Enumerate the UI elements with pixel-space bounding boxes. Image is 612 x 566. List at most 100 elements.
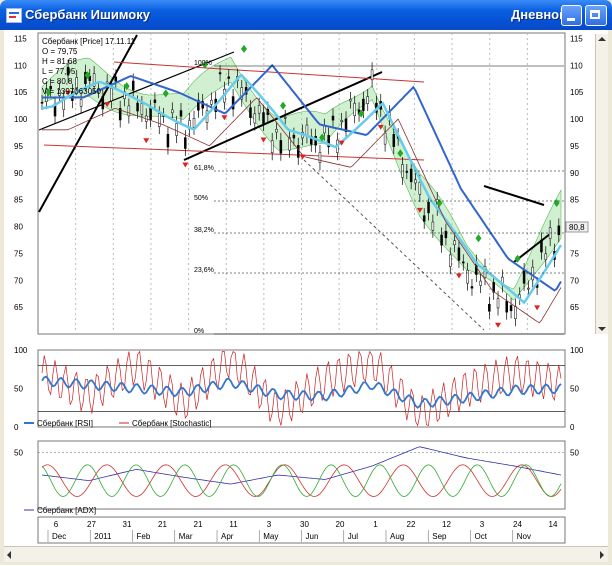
rsi-y-tick-right: 0 <box>570 423 575 432</box>
y-tick-right: 100 <box>570 115 584 124</box>
candle-body <box>344 118 348 132</box>
candle-body <box>279 140 283 154</box>
candle-body <box>544 253 548 260</box>
scroll-right-icon[interactable] <box>600 551 604 559</box>
sell-marker <box>221 115 228 121</box>
period-label[interactable]: Дневной <box>511 7 568 22</box>
candle-body <box>514 306 517 319</box>
stochastic-legend-label: Сбербанк [Stochastic] <box>132 419 212 428</box>
date-day-label: 14 <box>549 520 558 529</box>
candle-body <box>210 99 213 105</box>
buy-marker <box>280 101 287 110</box>
candle-body <box>370 69 374 81</box>
candle-body <box>110 88 113 102</box>
candle-body <box>262 112 265 124</box>
fib-level-label: 38,2% <box>194 227 214 234</box>
candle-body <box>479 280 482 286</box>
buy-marker <box>84 71 91 80</box>
y-tick-left: 110 <box>14 61 27 70</box>
scroll-up-icon[interactable] <box>598 37 606 41</box>
candle-body <box>84 71 87 84</box>
sell-marker <box>338 140 345 146</box>
candle-body <box>197 99 200 111</box>
candle-body <box>505 300 508 313</box>
y-tick-right: 105 <box>570 88 584 97</box>
rsi-y-tick-right: 50 <box>570 385 579 394</box>
maximize-icon <box>590 10 600 19</box>
rsi-y-tick-left: 100 <box>14 346 28 355</box>
candle-body <box>522 270 526 284</box>
date-day-label: 3 <box>267 520 272 529</box>
date-day-label: 21 <box>194 520 203 529</box>
candle-body <box>557 225 561 236</box>
minimize-icon <box>567 18 575 21</box>
adx-line <box>41 464 562 497</box>
maximize-button[interactable] <box>585 5 607 26</box>
candle-body <box>101 95 105 110</box>
sell-marker <box>299 154 306 160</box>
candle-body <box>540 239 543 253</box>
candle-body <box>257 104 261 114</box>
y-tick-right: 115 <box>570 34 583 43</box>
sell-marker <box>377 124 384 130</box>
candle-body <box>405 171 409 173</box>
candle-body <box>453 240 456 246</box>
candle-body <box>431 221 435 231</box>
horizontal-scrollbar[interactable] <box>4 546 608 562</box>
buy-marker <box>397 149 404 158</box>
y-tick-left: 115 <box>14 34 27 43</box>
y-tick-right: 75 <box>570 249 579 258</box>
y-tick-right: 90 <box>570 169 579 178</box>
candle-body <box>127 105 131 117</box>
candle-body <box>527 287 530 290</box>
candle-body <box>136 102 139 112</box>
candle-body <box>114 76 118 82</box>
candle-body <box>149 107 152 120</box>
candle-body <box>253 113 257 124</box>
sell-marker <box>495 322 502 328</box>
candle-body <box>153 99 157 103</box>
scroll-down-icon[interactable] <box>598 327 606 331</box>
title-bar[interactable]: Сбербанк Ишимоку Дневной <box>0 0 612 30</box>
scroll-left-icon[interactable] <box>7 551 11 559</box>
buy-marker <box>201 60 208 69</box>
candle-body <box>323 125 326 134</box>
fib-level-label: 61,8% <box>194 165 214 172</box>
trend-line <box>38 51 235 131</box>
candle-body <box>92 73 96 87</box>
price-label-box <box>565 221 589 233</box>
candle-body <box>318 152 322 163</box>
candle-body <box>179 110 183 117</box>
candle-body <box>492 282 495 293</box>
legend-line-4: C = 80,8 <box>42 77 73 86</box>
rsi-y-tick-right: 100 <box>570 346 584 355</box>
rsi-y-tick-left: 50 <box>14 385 23 394</box>
current-price-label: 80,8 <box>569 223 585 232</box>
candle-body <box>414 179 417 184</box>
candle-body <box>40 102 44 104</box>
buy-marker <box>514 254 521 263</box>
buy-marker <box>436 199 443 208</box>
candle-body <box>88 76 92 81</box>
sell-marker <box>534 305 541 311</box>
candle-body <box>66 66 70 76</box>
date-day-label: 1 <box>373 520 378 529</box>
date-day-label: 12 <box>442 520 451 529</box>
vertical-scrollbar[interactable] <box>595 34 608 334</box>
trend-line <box>483 185 545 206</box>
date-day-label: 27 <box>87 520 96 529</box>
date-month-label: Sep <box>432 532 447 541</box>
window-title: Сбербанк Ишимоку <box>25 7 150 22</box>
date-day-label: 6 <box>54 520 59 529</box>
legend-line-3: L = 77,95 <box>42 67 76 76</box>
y-tick-right: 110 <box>570 61 583 70</box>
y-tick-left: 100 <box>14 115 28 124</box>
trend-line <box>38 34 138 213</box>
buy-marker <box>162 89 169 98</box>
sell-marker <box>65 90 72 96</box>
minimize-button[interactable] <box>561 5 582 26</box>
candle-body <box>422 215 426 222</box>
y-tick-right: 85 <box>570 196 579 205</box>
candle-body <box>49 85 52 90</box>
candle-body <box>331 115 335 121</box>
